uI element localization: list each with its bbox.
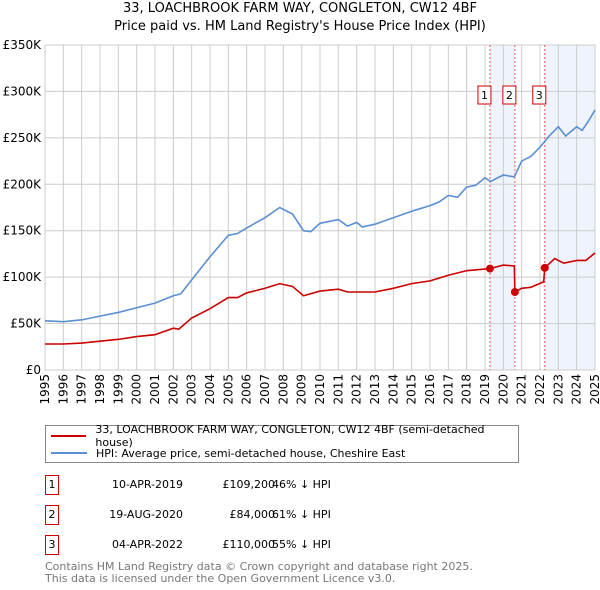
property-price-line [45,252,596,345]
sale-label: 1 [481,89,488,102]
x-tick-label: 2005 [221,374,235,405]
x-tick-label: 1998 [93,374,107,405]
sale-date: 04-APR-2022 [111,538,183,551]
sale-price: £109,200 [222,478,276,491]
footer-licence: This data is licensed under the Open Gov… [45,572,396,585]
x-tick-label: 2007 [258,374,272,405]
x-tick-label: 2014 [386,374,400,405]
hpi-diff: 55% ↓ HPI [272,538,331,551]
x-tick-label: 2021 [515,374,529,405]
sale-label-box [532,85,547,105]
x-tick-label: 2022 [533,374,547,405]
table-row: 3 04-APR-2022 £110,000 55% ↓ HPI [45,535,445,555]
x-tick-label: 1999 [111,374,125,405]
x-tick-label: 2013 [368,374,382,405]
x-tick-label: 2017 [441,374,455,405]
x-tick-label: 2006 [240,374,254,405]
x-tick-label: 2016 [423,374,437,405]
hpi-diff: 46% ↓ HPI [272,478,331,491]
sale-label-box [502,85,517,105]
sale-date: 10-APR-2019 [111,478,183,491]
footer-copyright: Contains HM Land Registry data © Crown c… [45,560,473,573]
chart-subtitle: Price paid vs. HM Land Registry's House … [114,19,486,34]
x-tick-label: 2019 [478,374,492,405]
sale-marker-badge: 2 [45,505,59,525]
x-tick-label: 2004 [203,374,217,405]
sale-marker-badge: 3 [45,535,59,555]
y-tick-label: £50K [10,317,42,331]
table-row: 1 10-APR-2019 £109,200 46% ↓ HPI [45,475,445,495]
x-tick-label: 2025 [588,374,600,405]
price-chart: £0 £50K £100K £150K £200K £250K £300K £350K 1995… [3,38,600,405]
y-tick-label: £200K [3,177,43,191]
sale-point [510,288,519,296]
x-tick-label: 2003 [185,374,199,405]
x-tick-label: 2023 [551,374,565,405]
x-tick-label: 2010 [313,374,327,405]
chart-title: 33, LOACHBROOK FARM WAY, CONGLETON, CW12… [123,1,477,16]
x-tick-label: 2000 [130,374,144,405]
x-tick-label: 2020 [496,374,510,405]
x-tick-label: 1997 [75,374,89,405]
sale-label: 3 [536,89,543,102]
y-tick-label: £0 [26,363,41,377]
sale-marker-badge: 1 [45,475,59,495]
x-tick-label: 2009 [295,374,309,405]
x-tick-label: 2015 [405,374,419,405]
plot-frame [44,44,596,371]
x-tick-label: 2018 [460,374,474,405]
sale-label: 2 [506,89,513,102]
legend-label: HPI: Average price, semi-detached house,… [96,446,406,460]
x-tick-label: 2001 [148,374,162,405]
sale-price: £84,000 [229,508,276,521]
sale-date: 19-AUG-2020 [109,508,183,521]
table-row: 2 19-AUG-2020 £84,000 61% ↓ HPI [45,505,445,525]
legend-item-hpi: HPI: Average price, semi-detached house,… [51,445,405,461]
shaded-period [544,45,595,370]
x-tick-label: 1996 [56,374,70,405]
y-tick-label: £300K [3,84,43,98]
legend-swatch-red [51,435,87,437]
sale-price: £110,000 [222,538,276,551]
legend-item-property: 33, LOACHBROOK FARM WAY, CONGLETON, CW12… [51,423,518,449]
x-tick-label: 2012 [350,374,364,405]
legend-swatch-blue [51,452,87,454]
hpi-line [44,109,596,323]
y-tick-label: £350K [3,38,43,52]
y-tick-label: £250K [3,131,43,145]
y-tick-label: £150K [3,224,43,238]
x-tick-label: 2011 [331,374,345,405]
x-tick-label: 1995 [38,374,52,405]
legend-label: 33, LOACHBROOK FARM WAY, CONGLETON, CW12… [95,423,485,449]
x-tick-label: 2002 [166,374,180,405]
sale-point [540,263,549,272]
sale-label-box [477,85,492,105]
legend: 33, LOACHBROOK FARM WAY, CONGLETON, CW12… [45,423,519,463]
hpi-diff: 61% ↓ HPI [272,508,331,521]
x-tick-label: 2008 [276,374,290,405]
x-tick-label: 2024 [570,374,584,405]
y-tick-label: £100K [3,270,43,284]
sale-point [485,264,494,273]
